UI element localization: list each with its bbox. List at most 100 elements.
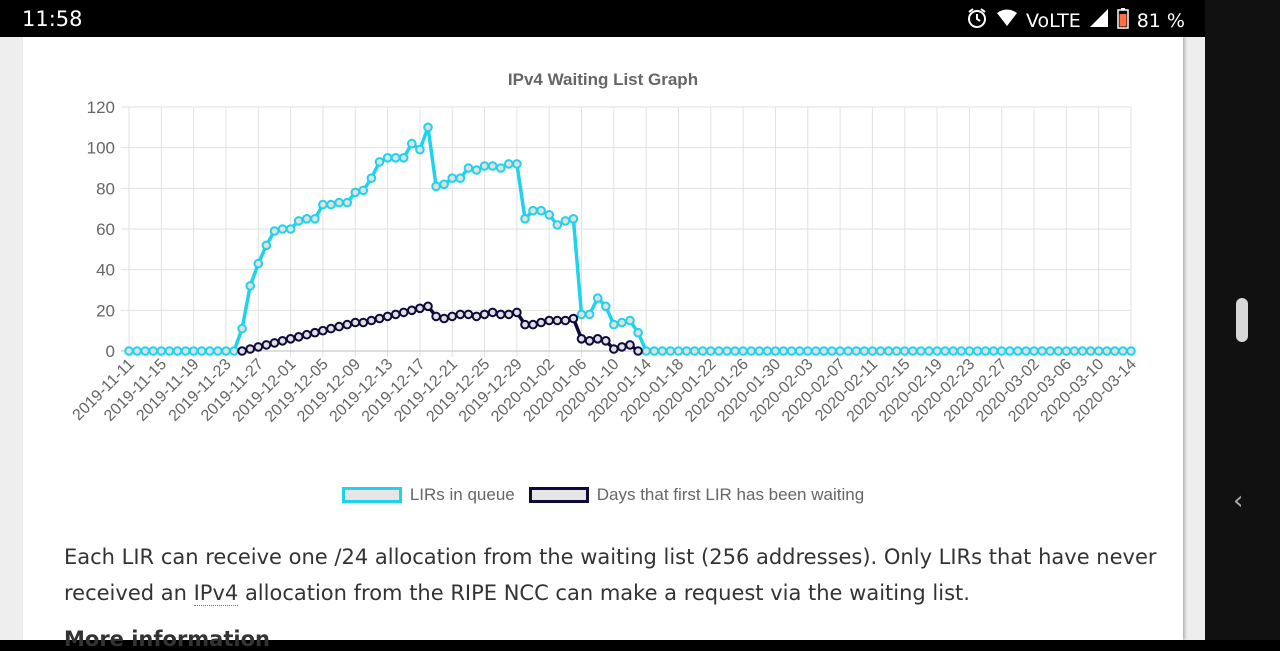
data-point-queue — [722, 346, 732, 356]
data-point-queue — [536, 205, 546, 216]
data-point-queue — [584, 309, 595, 320]
data-point-queue — [867, 346, 878, 356]
data-point-queue — [1118, 346, 1128, 356]
data-point-queue — [1013, 346, 1023, 356]
data-point-queue — [229, 346, 239, 356]
data-point-days — [536, 317, 546, 328]
data-point-queue — [1029, 346, 1039, 356]
y-tick-label: 80 — [96, 179, 115, 198]
data-point-queue — [811, 346, 821, 356]
data-point-days — [431, 311, 441, 322]
data-point-days — [269, 338, 280, 348]
data-point-queue — [390, 153, 401, 163]
data-point-queue — [916, 346, 926, 356]
data-point-queue — [633, 327, 643, 338]
back-chevron-icon[interactable]: ‹ — [1233, 486, 1244, 516]
data-point-days — [277, 336, 288, 346]
data-point-queue — [205, 346, 215, 356]
ipv4-abbreviation[interactable]: IPv4 — [193, 581, 239, 606]
data-point-queue — [374, 157, 385, 167]
status-time: 11:58 — [22, 7, 83, 31]
battery-label: 81 % — [1136, 9, 1185, 32]
data-point-queue — [762, 346, 773, 356]
status-bar: 11:58 VoLTE 81 % — [0, 0, 1205, 37]
data-point-queue — [924, 346, 934, 356]
data-point-days — [374, 313, 385, 324]
more-information-heading: More information — [64, 627, 270, 651]
data-point-days — [625, 340, 635, 350]
data-point-queue — [269, 226, 280, 236]
data-point-queue — [423, 122, 433, 133]
data-point-days — [560, 315, 571, 326]
data-point-days — [463, 309, 474, 320]
data-point-queue — [285, 224, 296, 234]
data-point-days — [495, 309, 506, 320]
data-point-queue — [382, 153, 393, 163]
data-point-queue — [609, 319, 619, 330]
data-point-days — [415, 303, 425, 314]
data-point-queue — [908, 346, 918, 356]
data-point-queue — [495, 163, 506, 173]
data-point-queue — [972, 346, 983, 356]
data-point-queue — [447, 173, 458, 183]
data-point-days — [512, 307, 522, 318]
paragraph-text-1: Each LIR can receive one /24 allocation … — [64, 545, 1157, 605]
data-point-queue — [988, 346, 999, 356]
data-point-queue — [681, 346, 692, 356]
signal-icon — [1089, 8, 1109, 33]
data-point-queue — [803, 346, 813, 356]
data-point-queue — [697, 346, 708, 356]
scroll-handle[interactable] — [1236, 298, 1248, 342]
y-tick-label: 0 — [106, 342, 115, 361]
legend-item-queue[interactable]: LIRs in queue — [341, 485, 515, 505]
data-point-queue — [293, 216, 304, 226]
data-point-queue — [245, 281, 255, 291]
data-point-queue — [512, 159, 522, 169]
data-point-queue — [932, 346, 942, 356]
data-point-queue — [148, 346, 158, 356]
data-point-days — [568, 313, 579, 324]
data-point-days — [633, 346, 643, 356]
data-point-queue — [1005, 346, 1015, 356]
data-point-queue — [649, 346, 660, 356]
data-point-queue — [956, 346, 967, 356]
data-point-queue — [528, 205, 538, 216]
y-tick-label: 40 — [96, 261, 115, 280]
data-point-queue — [778, 346, 789, 356]
data-point-days — [552, 315, 563, 326]
data-point-queue — [552, 220, 563, 230]
data-point-days — [261, 340, 272, 350]
data-point-queue — [1126, 346, 1136, 356]
data-point-queue — [213, 346, 223, 356]
data-point-queue — [576, 309, 587, 320]
data-point-queue — [431, 181, 441, 192]
content-area: IPv4 Waiting List Graph 0 20 40 60 80 100 120 2… — [0, 37, 1205, 651]
waiting-list-chart: 0204060801001202019-11-112019-11-152019-… — [70, 98, 1140, 426]
data-point-queue — [1021, 346, 1031, 356]
legend-item-days[interactable]: Days that first LIR has been waiting — [528, 485, 864, 505]
data-point-queue — [1061, 346, 1072, 356]
data-point-queue — [180, 346, 191, 356]
alarm-icon — [966, 7, 988, 34]
data-point-queue — [253, 258, 264, 269]
data-point-queue — [188, 346, 199, 356]
data-point-queue — [1069, 346, 1080, 356]
data-point-queue — [350, 187, 361, 198]
legend-swatch-queue — [341, 487, 402, 503]
data-point-queue — [843, 346, 854, 356]
data-point-days — [592, 334, 603, 344]
data-point-days — [407, 305, 417, 316]
data-point-queue — [140, 346, 150, 356]
data-point-queue — [366, 173, 377, 183]
chart-title: IPv4 Waiting List Graph — [507, 70, 699, 89]
data-point-queue — [504, 159, 514, 169]
data-point-queue — [277, 224, 288, 234]
data-point-days — [576, 334, 587, 344]
data-point-queue — [859, 346, 870, 356]
data-point-days — [455, 309, 466, 320]
data-point-queue — [1102, 346, 1112, 356]
data-point-queue — [899, 346, 910, 356]
data-point-queue — [996, 346, 1007, 356]
data-point-queue — [407, 138, 417, 149]
data-point-queue — [132, 346, 142, 356]
